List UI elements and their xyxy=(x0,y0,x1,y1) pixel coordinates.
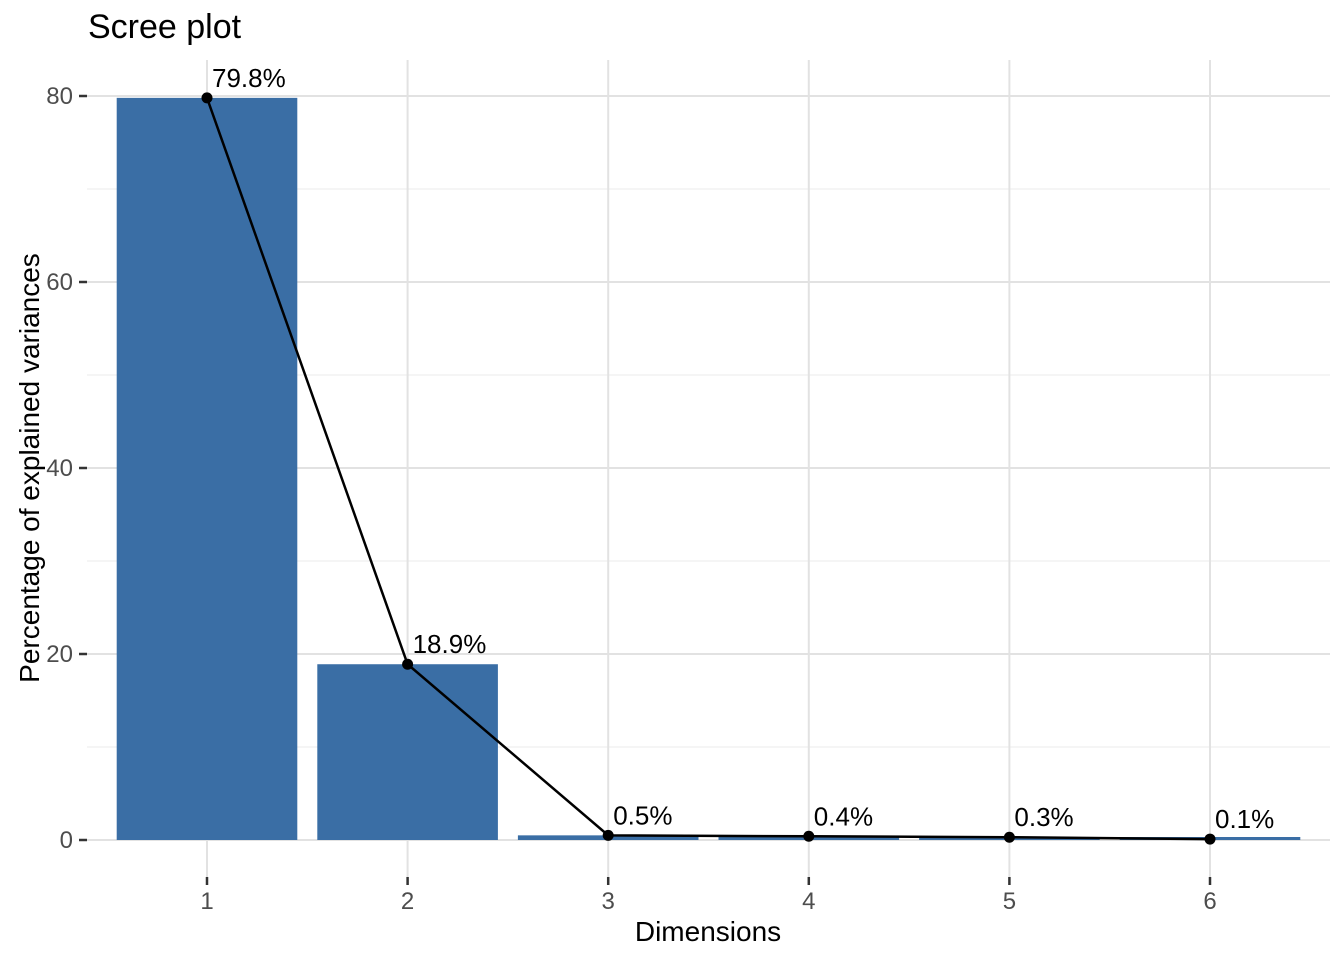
y-tick-label: 40 xyxy=(46,455,73,482)
point-label: 0.5% xyxy=(613,800,672,830)
x-tick-label: 5 xyxy=(1003,888,1016,915)
point-label: 18.9% xyxy=(413,629,487,659)
chart-title: Scree plot xyxy=(88,8,242,46)
y-axis-title: Percentage of explained variances xyxy=(14,253,45,683)
x-tick-label: 4 xyxy=(802,888,815,915)
point-label: 79.8% xyxy=(212,63,286,93)
y-tick-label: 60 xyxy=(46,269,73,296)
bar xyxy=(116,97,298,841)
data-point xyxy=(201,92,213,104)
y-tick-label: 20 xyxy=(46,641,73,668)
data-point xyxy=(602,829,614,841)
x-axis-title: Dimensions xyxy=(634,916,782,947)
bar xyxy=(317,664,498,840)
x-tick-label: 3 xyxy=(602,888,615,915)
point-label: 0.3% xyxy=(1014,802,1073,832)
x-tick-label: 1 xyxy=(200,888,213,915)
x-tick-label: 2 xyxy=(401,888,414,915)
x-tick-label: 6 xyxy=(1203,888,1216,915)
y-tick-label: 0 xyxy=(60,827,73,854)
y-tick-label: 80 xyxy=(46,83,73,110)
data-point xyxy=(1003,831,1015,843)
trend-line xyxy=(205,97,1211,841)
point-label: 0.4% xyxy=(814,801,873,831)
point-label: 0.1% xyxy=(1215,804,1274,834)
data-point xyxy=(803,830,815,842)
data-point xyxy=(402,658,414,670)
data-point xyxy=(1204,833,1216,845)
